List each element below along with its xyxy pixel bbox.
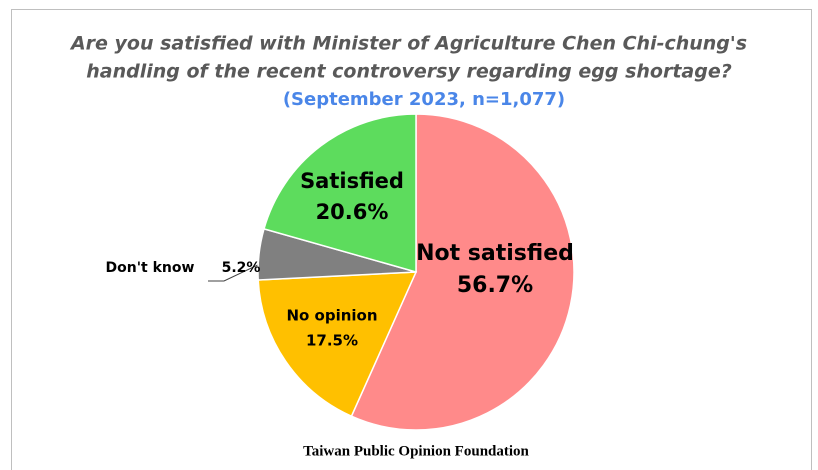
slice-label: No opinion <box>286 307 377 325</box>
slice-label: Satisfied <box>300 169 404 193</box>
chart-title-line: handling of the recent controversy regar… <box>86 61 732 83</box>
slice-label: Don't know <box>106 260 195 276</box>
pie-slice <box>257 271 418 418</box>
value-label: 5.2% <box>222 260 261 276</box>
leader-line <box>208 262 263 282</box>
chart-subtitle: (September 2023, n=1,077) <box>283 89 565 110</box>
frame <box>11 9 812 470</box>
pie-slice <box>350 113 575 431</box>
value-label: 17.5% <box>306 332 358 350</box>
pie-slice <box>263 113 417 273</box>
value-label: 56.7% <box>457 273 533 298</box>
slice-label: Not satisfied <box>416 241 574 266</box>
value-label: 20.6% <box>316 200 389 224</box>
source: Taiwan Public Opinion Foundation <box>303 443 529 459</box>
chart-title-line: Are you satisfied with Minister of Agric… <box>69 33 747 55</box>
